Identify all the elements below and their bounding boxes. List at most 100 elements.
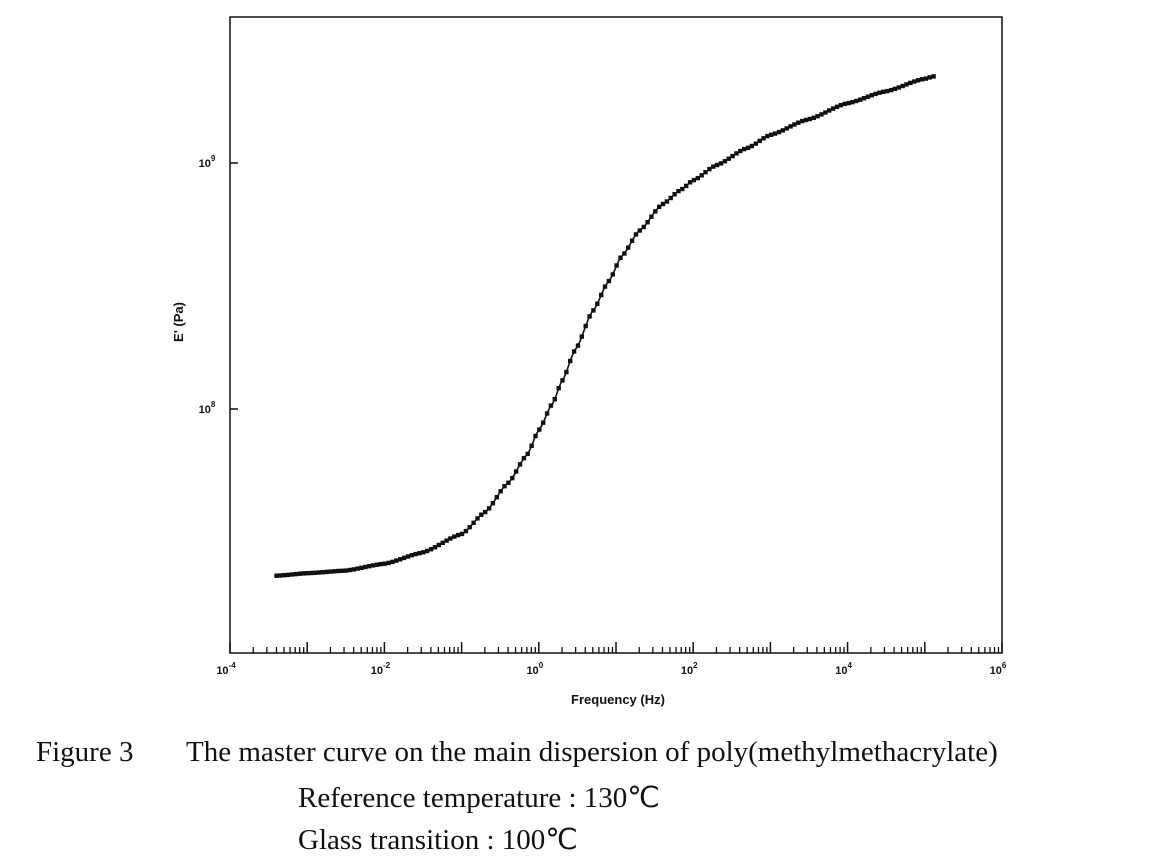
data-point	[830, 106, 836, 111]
data-point	[792, 122, 797, 127]
data-point	[475, 516, 480, 521]
data-point	[513, 469, 519, 474]
data-point	[904, 82, 909, 87]
data-point	[888, 87, 894, 93]
data-point	[498, 489, 503, 494]
figure-title: The master curve on the main dispersion …	[186, 736, 998, 768]
data-point	[854, 98, 859, 104]
data-point	[745, 145, 751, 150]
data-point	[467, 525, 472, 530]
data-point	[626, 245, 631, 250]
data-point	[285, 572, 291, 578]
fit-curve	[276, 75, 934, 577]
data-point	[583, 323, 588, 329]
data-point	[734, 151, 739, 156]
data-point	[521, 456, 527, 461]
data-point	[900, 83, 905, 89]
data-point	[560, 378, 565, 383]
data-point	[293, 571, 298, 577]
data-point	[881, 89, 886, 94]
y-tick-label: 109	[199, 154, 216, 170]
data-point	[355, 566, 360, 571]
data-point	[877, 90, 882, 95]
data-point	[575, 343, 581, 348]
data-point	[834, 104, 840, 109]
data-point	[861, 96, 867, 101]
data-point	[421, 550, 426, 555]
figure-label: Figure 3	[36, 736, 134, 768]
data-point	[282, 573, 287, 578]
data-point	[289, 572, 295, 577]
data-point	[614, 263, 619, 268]
reference-temperature: Reference temperature : 130℃	[298, 782, 660, 814]
data-point	[440, 540, 445, 545]
data-point	[660, 201, 666, 207]
data-point	[776, 129, 782, 135]
chart: 10-4 10-2 100 102 104 106 109 108 Frequency (H…	[171, 16, 1007, 707]
data-point	[370, 563, 376, 568]
data-point	[668, 195, 673, 201]
data-point	[502, 484, 507, 489]
data-point	[641, 224, 646, 230]
data-point	[711, 164, 716, 169]
data-point	[850, 100, 855, 105]
data-point	[622, 251, 627, 256]
data-point	[908, 80, 913, 86]
data-point	[649, 214, 654, 219]
data-point	[328, 569, 333, 574]
data-point	[815, 114, 820, 119]
data-point	[680, 186, 685, 192]
data-point	[827, 108, 832, 113]
data-point	[409, 553, 414, 558]
data-point	[343, 568, 349, 573]
data-point	[363, 564, 368, 570]
data-point	[436, 542, 441, 548]
data-point	[657, 204, 662, 209]
data-point	[483, 509, 488, 515]
data-point	[780, 128, 785, 133]
data-point	[471, 520, 476, 525]
data-point	[885, 88, 890, 94]
data-point	[769, 132, 774, 137]
data-point	[305, 571, 310, 576]
data-point	[556, 386, 561, 391]
data-point	[517, 462, 523, 467]
data-point	[463, 528, 469, 534]
data-point	[629, 238, 635, 243]
data-point	[896, 85, 901, 90]
data-point	[595, 301, 600, 306]
x-tick-label: 104	[835, 661, 852, 677]
data-point	[456, 532, 461, 538]
data-point	[610, 272, 615, 277]
data-point	[672, 192, 677, 197]
data-point	[892, 86, 898, 92]
data-point	[811, 115, 816, 120]
data-point	[788, 124, 793, 129]
data-point	[846, 100, 851, 106]
data-point	[915, 78, 921, 83]
data-point	[312, 570, 318, 575]
data-point	[591, 308, 596, 313]
y-major-ticks	[230, 162, 238, 410]
data-point	[390, 559, 395, 565]
data-point	[316, 570, 322, 575]
data-point	[738, 148, 743, 154]
data-point	[564, 369, 569, 375]
data-point	[347, 567, 353, 573]
x-axis-title: Frequency (Hz)	[571, 692, 665, 707]
data-point	[324, 569, 329, 575]
data-point	[378, 561, 383, 567]
data-point	[730, 153, 735, 159]
data-point	[486, 506, 492, 511]
data-point	[537, 427, 542, 432]
data-point	[842, 101, 847, 107]
data-point	[722, 159, 728, 164]
data-point	[684, 183, 689, 189]
data-point	[394, 558, 399, 563]
data-point	[637, 228, 642, 233]
data-point	[506, 480, 511, 485]
data-point	[494, 495, 499, 500]
data-point	[927, 75, 932, 80]
x-minor-ticks	[252, 647, 1000, 653]
data-point	[819, 112, 824, 117]
